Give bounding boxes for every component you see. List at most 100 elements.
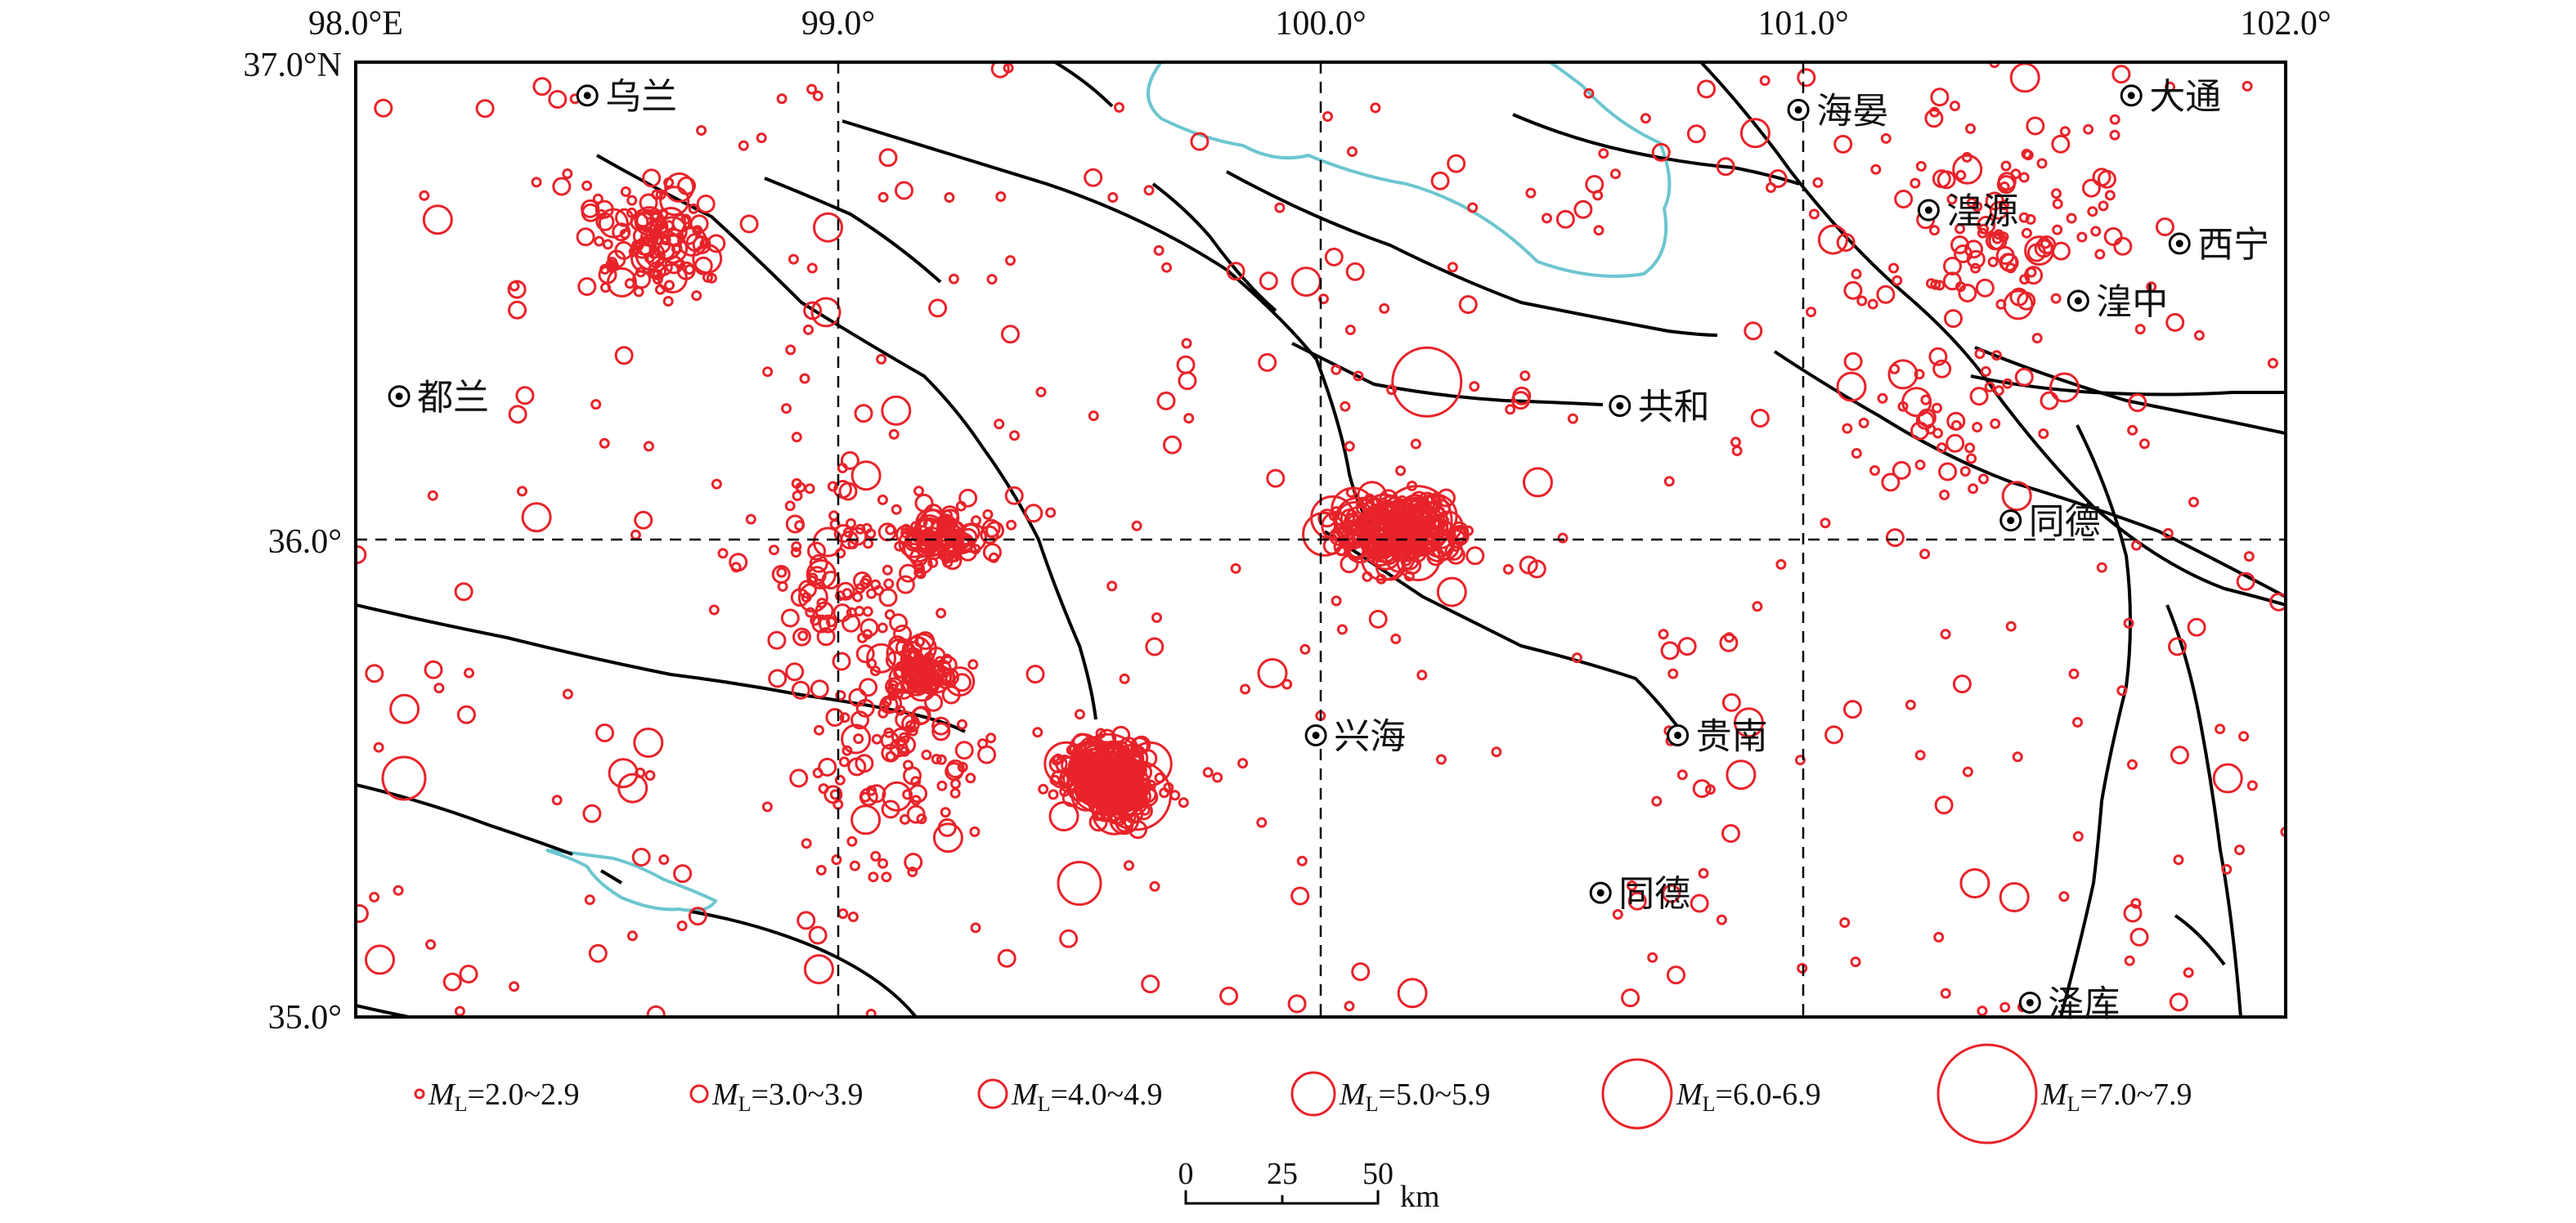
earthquake-marker [849, 860, 860, 871]
earthquake-marker [818, 757, 837, 777]
earthquake-marker [1190, 132, 1209, 151]
lon-label-98: 98.0°E [308, 5, 403, 43]
earthquake-marker [521, 502, 552, 533]
earthquake-marker [1598, 148, 1609, 159]
earthquake-marker [799, 373, 810, 384]
earthquake-marker [1940, 988, 1951, 999]
fault-line-5 [1053, 62, 1114, 108]
earthquake-marker [562, 688, 573, 700]
earthquake-marker [1107, 192, 1119, 203]
earthquake-marker [1952, 154, 1983, 185]
earthquake-marker [2188, 496, 2199, 508]
earthquake-marker [2087, 206, 2098, 217]
earthquake-marker [895, 575, 915, 594]
earthquake-marker [1111, 765, 1123, 777]
earthquake-marker [838, 756, 850, 768]
earthquake-marker [789, 768, 809, 788]
legend-item-1: ML=2.0~2.9 [414, 1077, 580, 1116]
earthquake-marker [1958, 284, 1977, 302]
earthquake-marker [2269, 592, 2286, 612]
earthquake-marker [812, 90, 824, 101]
earthquake-marker [1067, 756, 1087, 775]
earthquake-marker [1719, 633, 1739, 652]
earthquake-marker [933, 666, 953, 686]
earthquake-marker [1156, 391, 1176, 410]
earthquake-marker [1450, 525, 1470, 544]
earthquake-marker [936, 607, 947, 619]
earthquake-marker [1989, 200, 2008, 220]
legend-label: ML=6.0-6.9 [1676, 1077, 1821, 1116]
earthquake-marker [1759, 75, 1770, 87]
earthquake-marker [855, 698, 875, 718]
earthquake-marker [2109, 114, 2120, 125]
earthquake-marker [1880, 132, 1892, 144]
earthquake-marker [1647, 952, 1658, 963]
earthquake-marker [1964, 442, 1976, 454]
earthquake-marker [374, 98, 393, 118]
earthquake-marker [2052, 224, 2063, 235]
earthquake-marker [2018, 212, 2030, 223]
legend-symbol [414, 1088, 425, 1100]
earthquake-marker [808, 925, 828, 945]
earthquake-marker [1429, 499, 1440, 510]
city-9: 同德 [1999, 502, 2101, 542]
earthquake-marker [1667, 965, 1685, 985]
earthquake-marker [1955, 169, 1967, 181]
earthquake-marker [1977, 1006, 1988, 1017]
earthquake-marker [870, 850, 882, 862]
fault-line-8 [1323, 530, 1686, 737]
earthquake-marker [1991, 350, 2002, 361]
earthquake-marker [2155, 217, 2174, 236]
earthquake-marker [422, 204, 453, 235]
earthquake-marker [2168, 637, 2187, 656]
earthquake-marker [2052, 198, 2063, 209]
earthquake-marker [1612, 909, 1623, 920]
earthquake-marker [2021, 227, 2032, 239]
earthquake-marker [2026, 116, 2045, 136]
earthquake-marker [792, 491, 803, 501]
earthquake-marker [2072, 717, 2083, 728]
earthquake-marker [1843, 280, 1863, 300]
earthquake-marker [1851, 448, 1862, 459]
earthquake-marker [1885, 528, 1905, 548]
earthquake-marker [1716, 157, 1735, 177]
earthquake-marker [1345, 486, 1357, 498]
earthquake-marker [2066, 213, 2077, 224]
earthquake-marker [1381, 485, 1453, 557]
earthquake-marker [936, 780, 948, 791]
fault-line-3 [764, 177, 942, 284]
earthquake-marker [1074, 709, 1085, 720]
earthquake-marker [1910, 177, 1921, 189]
earthquake-marker [658, 854, 670, 865]
city-dot-icon [1794, 105, 1802, 114]
earthquake-marker [927, 544, 937, 555]
city-2: 都兰 [388, 378, 489, 418]
city-name: 兴海 [1334, 716, 1406, 756]
earthquake-marker [475, 99, 495, 119]
city-dot-icon [1674, 731, 1682, 739]
earthquake-marker [903, 759, 913, 771]
earthquake-marker [356, 904, 369, 923]
earthquake-marker [1068, 744, 1079, 755]
earthquake-marker [1999, 1001, 2011, 1013]
earthquake-marker [1975, 278, 1995, 298]
earthquake-marker [1078, 773, 1097, 792]
earthquake-marker [913, 673, 924, 684]
earthquake-marker [508, 405, 527, 424]
earthquake-marker [1985, 191, 2004, 211]
earthquake-marker [1048, 801, 1079, 831]
legend-item-3: ML=4.0~4.9 [977, 1077, 1163, 1116]
earthquake-marker [1640, 113, 1651, 124]
earthquake-marker [2001, 481, 2032, 512]
earthquake-marker [594, 235, 605, 247]
earthquake-marker [2012, 751, 2023, 763]
earthquake-marker [1662, 884, 1681, 903]
earthquake-marker [595, 723, 614, 742]
city-dot-icon [1924, 206, 1932, 214]
earthquake-marker [1592, 190, 1604, 201]
earthquake-marker [1915, 160, 1927, 172]
earthquake-marker [1775, 558, 1787, 570]
earthquake-marker [835, 548, 846, 559]
earthquake-marker [1768, 169, 1788, 188]
earthquake-marker [810, 679, 829, 699]
